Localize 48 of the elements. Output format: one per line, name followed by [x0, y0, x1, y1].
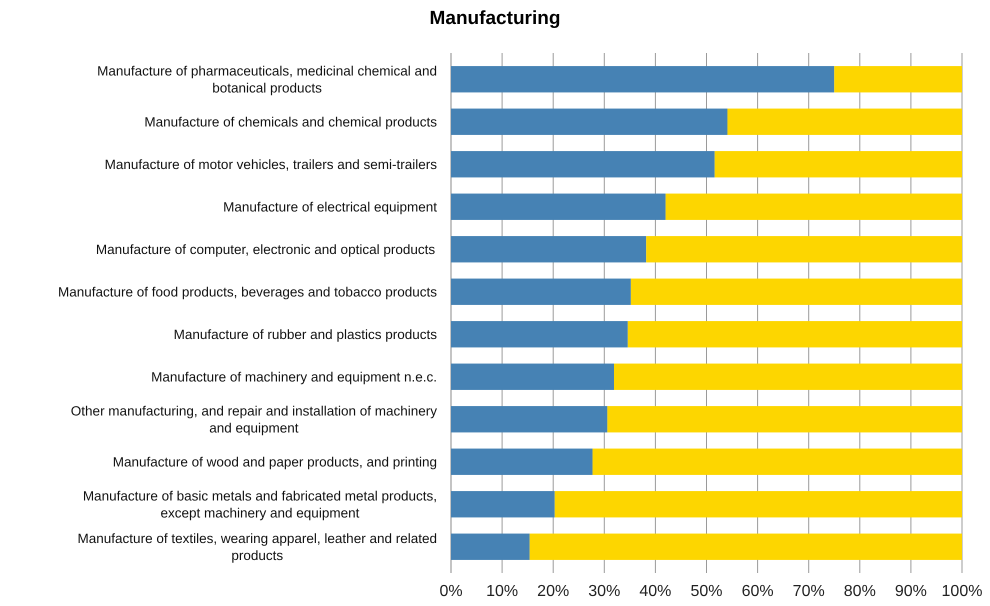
bar [451, 491, 555, 518]
bar [607, 406, 962, 432]
x-tick-label: 40% [639, 583, 672, 600]
x-tick-label: 90% [894, 583, 927, 600]
y-tick-label: Manufacture of rubber and plastics products [174, 326, 438, 342]
bar [554, 491, 962, 518]
x-tick-label: 30% [588, 583, 620, 600]
bar [451, 534, 530, 560]
bar [451, 236, 646, 262]
y-tick-label: Manufacture of basic metals and fabricated metal products, except machinery and equipment [82, 488, 437, 520]
bar [451, 278, 631, 305]
bar [451, 321, 628, 348]
bar [628, 321, 962, 348]
bar [646, 236, 962, 262]
y-tick-label: Manufacture of chemicals and chemical products [144, 114, 438, 130]
y-tick-label: Other manufacturing, and repair and installation of machinery and equipment [70, 403, 438, 436]
bar [614, 364, 962, 390]
y-tick-label: Manufacture of motor vehicles, trailers and semi-trailers [104, 156, 438, 172]
bar [451, 108, 728, 135]
bar [666, 194, 962, 220]
x-tick-label: 100% [942, 583, 982, 600]
bar [451, 66, 834, 92]
x-tick-label: 50% [690, 583, 723, 600]
y-tick-label: Manufacture of machinery and equipment n.e.c. [151, 369, 438, 384]
y-tick-label: Manufacture of wood and paper products, and printing [112, 454, 438, 470]
x-tick-label: 20% [537, 583, 570, 600]
bar [451, 194, 666, 220]
x-tick-label: 60% [742, 583, 774, 600]
bar [834, 66, 962, 92]
bar [530, 534, 962, 560]
y-tick-label: Manufacture of pharmaceuticals, medicinal chemical and botanical products [97, 63, 437, 96]
bar [592, 448, 962, 475]
chart-title: Manufacturing [430, 8, 560, 29]
bar [630, 278, 962, 305]
y-tick-label: Manufacture of computer, electronic and optical products [96, 242, 436, 257]
bar [727, 108, 962, 135]
y-tick-label: Manufacture of textiles, wearing apparel, leather and related products [78, 530, 437, 563]
bar [451, 406, 608, 432]
bar [714, 151, 962, 178]
x-tick-label: 0% [439, 583, 463, 600]
bar [451, 151, 715, 178]
bar [451, 448, 593, 475]
y-tick-label: Manufacture of food products, beverages and tobacco products [58, 284, 438, 300]
x-tick-label: 80% [844, 583, 876, 600]
bar [451, 364, 614, 390]
x-tick-label: 10% [486, 583, 518, 600]
x-tick-label: 70% [792, 583, 825, 600]
y-tick-label: Manufacture of electrical equipment [223, 199, 438, 214]
